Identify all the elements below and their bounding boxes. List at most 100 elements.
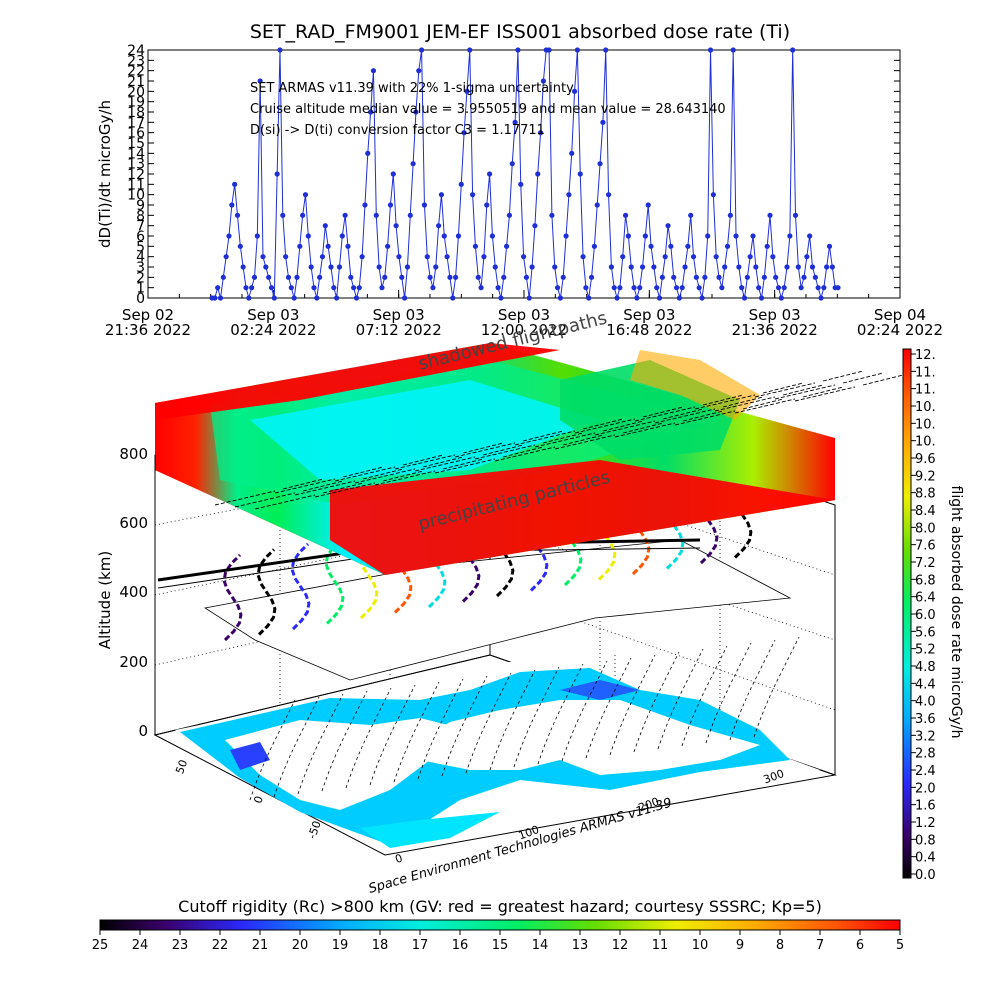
data-point <box>549 212 555 218</box>
lon-tick-label: 0 <box>393 851 404 866</box>
data-point <box>702 274 708 280</box>
data-point <box>665 223 671 229</box>
data-point <box>404 264 411 270</box>
dose-rate-timeseries: SET_RAD_FM9001 JEM-EF ISS001 absorbed do… <box>96 21 943 339</box>
data-point <box>719 285 725 291</box>
chart-title: SET_RAD_FM9001 JEM-EF ISS001 absorbed do… <box>250 21 790 43</box>
data-point <box>554 285 561 291</box>
dose-tick-label: 6.4 <box>915 591 936 606</box>
data-point <box>243 285 249 291</box>
x-tick-label: Sep 04 <box>874 306 926 324</box>
data-point <box>569 150 575 156</box>
data-point <box>503 243 510 249</box>
world-map <box>175 636 820 850</box>
data-point <box>489 233 496 239</box>
dose-tick-label: 6.8 <box>915 573 936 588</box>
flightpath-dash <box>274 466 384 494</box>
data-point <box>546 47 552 53</box>
data-point <box>464 88 470 94</box>
rigidity-tick-label: 23 <box>172 938 189 953</box>
dose-tick-label: 2.8 <box>915 747 936 762</box>
data-point <box>605 192 612 198</box>
x-tick-label: 02:24 2022 <box>857 321 943 339</box>
data-point <box>407 212 413 218</box>
z-tick-label: 200 <box>119 653 148 671</box>
data-point <box>764 243 770 249</box>
data-point <box>710 192 716 198</box>
y-tick-label: 17 <box>127 115 145 131</box>
data-point <box>829 264 835 270</box>
dose-tick-label: 9.2 <box>915 469 936 484</box>
data-point <box>472 243 479 249</box>
x-tick-label: Sep 03 <box>247 306 299 324</box>
data-point <box>484 202 490 208</box>
flightpath-dash <box>254 482 364 510</box>
x-tick-label: 21:36 2022 <box>732 321 818 339</box>
data-point <box>266 274 272 280</box>
rigidity-tick-label: 25 <box>92 938 109 953</box>
data-point <box>339 233 345 239</box>
data-point <box>761 274 767 280</box>
annotation-line: D(si) -> D(ti) conversion factor C3 = 1.… <box>250 123 545 138</box>
y-tick-label: 7 <box>136 219 145 235</box>
y-tick-label: 0 <box>136 291 145 307</box>
data-point <box>486 171 493 177</box>
data-point <box>625 233 631 239</box>
dose-tick-label: 5.2 <box>915 643 936 658</box>
data-point <box>325 243 331 249</box>
dose-tick-label: 7.2 <box>915 556 936 571</box>
x-tick-label: 07:12 2022 <box>356 321 442 339</box>
y-axis-label: dD(Ti)/dt microGy/h <box>96 100 114 248</box>
dose-tick-label: 2.0 <box>915 781 936 796</box>
y-tick-label: 22 <box>127 64 145 80</box>
series-line <box>209 47 841 301</box>
flightpath-dash <box>594 408 704 436</box>
rigidity-tick-label: 12 <box>612 938 629 953</box>
data-point <box>300 212 306 218</box>
rigidity-tick-label: 20 <box>292 938 309 953</box>
data-point <box>328 264 334 270</box>
dose-tick-label: 10. <box>915 417 936 432</box>
data-point <box>798 285 804 291</box>
data-point <box>334 295 340 301</box>
data-point <box>716 274 722 280</box>
data-point <box>302 192 309 198</box>
data-point <box>671 274 677 280</box>
data-point <box>787 233 793 239</box>
data-point <box>520 254 527 260</box>
y-tick-label: 9 <box>136 198 145 214</box>
data-point <box>781 285 787 291</box>
data-point <box>532 223 538 229</box>
rigidity-tick-label: 9 <box>736 938 744 953</box>
x-tick-label: Sep 03 <box>749 306 801 324</box>
data-point <box>603 47 609 53</box>
data-point <box>453 274 459 280</box>
data-point <box>467 47 473 53</box>
rigidity-tick-label: 13 <box>572 938 589 953</box>
data-point <box>387 202 394 208</box>
data-point <box>586 295 592 301</box>
dose-tick-label: 1.6 <box>915 799 936 814</box>
dose-tick-label: 9.6 <box>915 452 936 467</box>
data-point <box>212 295 218 301</box>
dose-tick-label: 3.2 <box>915 729 936 744</box>
data-point <box>790 47 796 53</box>
y-tick-label: 3 <box>136 260 145 276</box>
flightpath-dash <box>314 470 424 498</box>
x-tick-label: Sep 02 <box>122 306 174 324</box>
data-point <box>617 285 623 291</box>
data-point <box>356 285 362 291</box>
orbit-track <box>324 537 345 625</box>
data-point <box>673 285 680 291</box>
data-point <box>767 212 773 218</box>
data-point <box>557 295 564 301</box>
data-point <box>815 285 821 291</box>
dose-tick-label: 5.6 <box>915 625 936 640</box>
data-point <box>795 264 801 270</box>
y-tick-label: 14 <box>127 146 145 162</box>
data-point <box>594 202 600 208</box>
rigidity-tick-label: 22 <box>212 938 229 953</box>
y-tick-label: 21 <box>127 74 145 90</box>
